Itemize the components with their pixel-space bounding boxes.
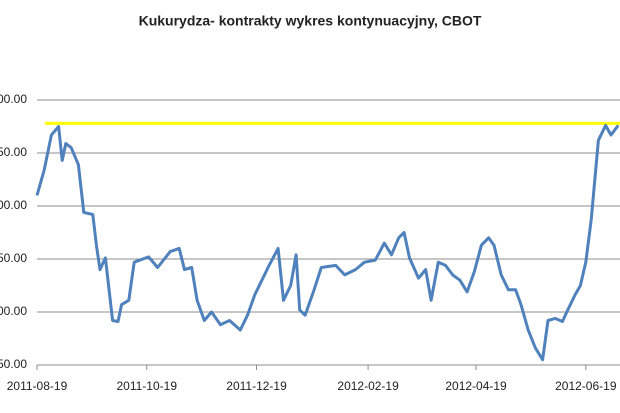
x-tick-label: 2011-10-19 [117,379,178,393]
y-tick-label: 700.00 [0,198,27,212]
series-line [35,123,620,362]
x-tick-label: 2011-12-19 [226,379,287,393]
y-tick-label: 750.00 [0,145,27,159]
y-tick-label: 600.00 [0,304,27,318]
y-tick-label: 800.00 [0,92,27,106]
x-tick-label: 2012-06-19 [555,379,617,393]
y-tick-label: 650.00 [0,251,27,265]
x-tick-label: 2011-08-19 [7,379,68,393]
x-tick-label: 2012-04-19 [445,379,507,393]
x-tick-label: 2012-02-19 [337,379,399,393]
y-tick-label: 550.00 [0,357,27,371]
chart-title: Kukurydza- kontrakty wykres kontynuacyjn… [139,13,482,29]
